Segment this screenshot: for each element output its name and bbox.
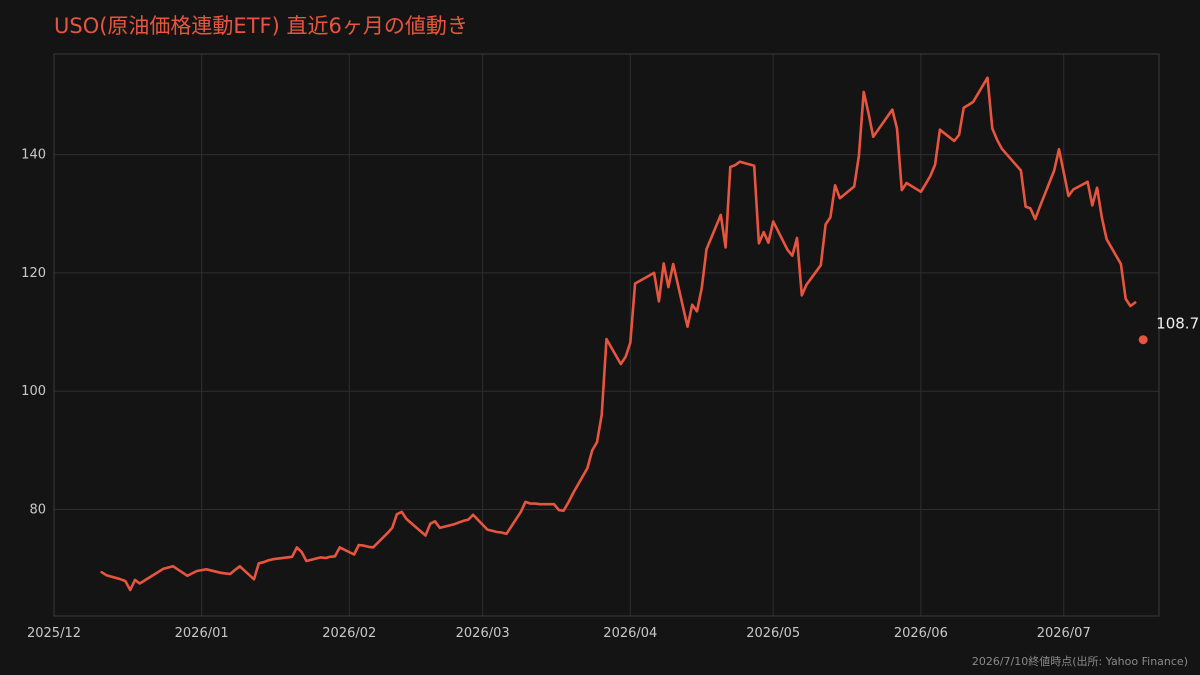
- y-tick-label: 80: [29, 503, 46, 518]
- x-axis: 2025/12 2026/01 2026/02 2026/03 2026/04 2026/…: [27, 626, 1091, 641]
- y-tick-label: 140: [21, 148, 46, 163]
- y-tick-label: 120: [21, 266, 46, 281]
- source-note: 2026/7/10終値時点(出所: Yahoo Finance): [972, 654, 1188, 668]
- y-axis: 80 100 120 140: [21, 148, 46, 518]
- plot-frame: [53, 53, 1160, 617]
- chart-title: USO(原油価格連動ETF) 直近6ヶ月の値動き: [54, 14, 468, 38]
- x-tick-label: 2026/07: [1037, 626, 1091, 641]
- grid: [53, 54, 1159, 616]
- x-tick-label: 2026/01: [175, 626, 229, 641]
- x-tick-label: 2026/03: [456, 626, 510, 641]
- last-price-label: 108.70: [1156, 315, 1200, 333]
- x-tick-label: 2025/12: [27, 626, 81, 641]
- price-series-line: [100, 76, 1137, 592]
- y-tick-label: 100: [21, 384, 46, 399]
- x-tick-label: 2026/06: [894, 626, 948, 641]
- last-price-point: [1138, 335, 1148, 345]
- x-tick-label: 2026/04: [603, 626, 657, 641]
- x-tick-label: 2026/05: [746, 626, 800, 641]
- x-tick-label: 2026/02: [322, 626, 376, 641]
